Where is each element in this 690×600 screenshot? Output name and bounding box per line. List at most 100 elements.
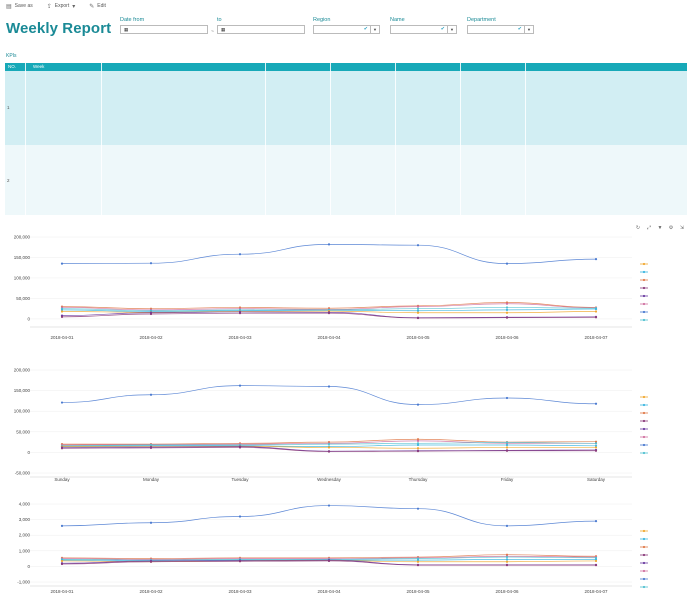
export-button[interactable]: ⇪ Export ▾ [47, 3, 76, 10]
date-to-filter: to ▦ [217, 17, 305, 34]
data-point [505, 524, 509, 527]
legend-marker-dot [642, 411, 646, 415]
legend-marker-dot [642, 310, 646, 314]
y-tick-label: 150,000 [14, 255, 31, 260]
data-point [238, 312, 242, 315]
x-tick-label: 2018-04-04 [317, 589, 341, 594]
legend-marker-dot [642, 302, 646, 306]
legend-marker-dot [642, 569, 646, 573]
column-header-no[interactable]: NO. [8, 64, 17, 69]
export-icon[interactable]: ⇲ [679, 225, 685, 231]
data-point [416, 316, 420, 320]
legend-marker-dot [642, 553, 646, 557]
name-select[interactable]: ✔ [390, 25, 448, 34]
fullscreen-icon[interactable]: ⤢ [646, 225, 651, 231]
calendar-icon: ▦ [124, 27, 129, 32]
column-divider [25, 63, 26, 215]
legend-marker-dot [642, 529, 646, 533]
x-tick-label: 2018-04-05 [406, 589, 430, 594]
data-point [416, 244, 420, 247]
legend-marker-dot [642, 577, 646, 581]
legend-marker-dot [642, 427, 646, 431]
y-tick-label: 1,000 [19, 548, 31, 553]
data-point [505, 308, 509, 311]
date-from-input[interactable]: ▦ [120, 25, 208, 34]
department-label: Department [467, 17, 496, 23]
data-point [416, 403, 420, 406]
line-chart-daily: 200,000 150,000 100,000 50,000 0 2018-04-01 20… [14, 235, 648, 340]
save-icon: ▤ [6, 3, 12, 10]
save-as-button[interactable]: ▤ Save as [6, 3, 33, 10]
data-point [594, 449, 598, 452]
data-point [594, 520, 598, 523]
column-divider [460, 63, 461, 215]
row-number: 2 [7, 178, 10, 183]
data-point [238, 446, 242, 449]
y-tick-label: 0 [27, 450, 30, 455]
table-row[interactable] [5, 71, 687, 145]
region-dropdown-button[interactable]: ▼ [371, 25, 380, 34]
filter-icon[interactable]: ▼ [657, 225, 663, 231]
legend-marker-dot [642, 294, 646, 298]
data-point [505, 443, 509, 447]
data-point [60, 308, 64, 311]
data-point [416, 507, 420, 510]
edit-button[interactable]: ✎ Edit [89, 3, 106, 10]
caret-down-icon: ▾ [72, 3, 76, 10]
legend-marker-dot [642, 545, 646, 549]
data-point [238, 515, 242, 518]
data-point [327, 312, 331, 315]
region-select[interactable]: ✔ [313, 25, 371, 34]
data-point [416, 439, 420, 442]
column-header-week[interactable]: Week [33, 64, 45, 69]
save-as-label: Save as [14, 3, 33, 9]
date-from-filter: Date from ▦ [120, 17, 208, 34]
line-chart-weekday: 200,000 150,000 100,000 50,000 0 -50,000 Sunda… [14, 368, 648, 482]
data-point [505, 311, 509, 314]
data-point [594, 316, 598, 319]
calendar-icon: ▦ [221, 27, 226, 32]
data-point [327, 443, 331, 446]
x-tick-label: Thursday [409, 477, 429, 482]
data-point [505, 449, 509, 452]
refresh-icon[interactable]: ↻ [635, 225, 641, 231]
edit-label: Edit [97, 3, 106, 9]
data-point [505, 446, 509, 449]
data-point [594, 558, 598, 561]
department-select[interactable]: ✔ [467, 25, 525, 34]
x-tick-label: Saturday [587, 477, 606, 482]
department-dropdown-button[interactable]: ▼ [525, 25, 534, 34]
data-point [327, 385, 331, 388]
export-label: Export [54, 3, 70, 9]
y-tick-label: 200,000 [14, 368, 31, 373]
data-point [149, 262, 153, 265]
x-tick-label: 2018-04-06 [495, 335, 519, 340]
table-row[interactable] [5, 145, 687, 215]
department-filter: Department ✔ ▼ [467, 17, 534, 34]
legend-marker-dot [642, 262, 646, 266]
x-tick-label: 2018-04-03 [228, 335, 252, 340]
kpis-label: KPIs [6, 53, 17, 59]
chevron-down-icon: ▼ [527, 27, 531, 32]
date-to-input[interactable]: ▦ [217, 25, 305, 34]
column-divider [330, 63, 331, 215]
export-icon: ⇪ [46, 3, 52, 10]
x-tick-label: 2018-04-07 [584, 589, 608, 594]
x-tick-label: 2018-04-04 [317, 335, 341, 340]
line-chart-daily-small: 4,000 3,000 2,000 1,000 0 -1,000 2018-04-01 201… [17, 502, 648, 594]
data-point [416, 559, 420, 562]
name-dropdown-button[interactable]: ▼ [448, 25, 457, 34]
data-point [594, 444, 598, 447]
x-tick-label: Monday [143, 477, 160, 482]
gear-icon[interactable]: ⚙ [668, 225, 674, 231]
data-point [505, 396, 509, 400]
data-point [594, 310, 598, 313]
y-tick-label: 50,000 [16, 429, 30, 434]
data-point [505, 553, 509, 556]
legend-marker-dot [642, 435, 646, 439]
data-point [60, 524, 64, 527]
data-point [594, 556, 598, 559]
y-tick-label: -1,000 [17, 580, 30, 585]
check-icon: ✔ [363, 26, 368, 32]
column-divider [525, 63, 526, 215]
